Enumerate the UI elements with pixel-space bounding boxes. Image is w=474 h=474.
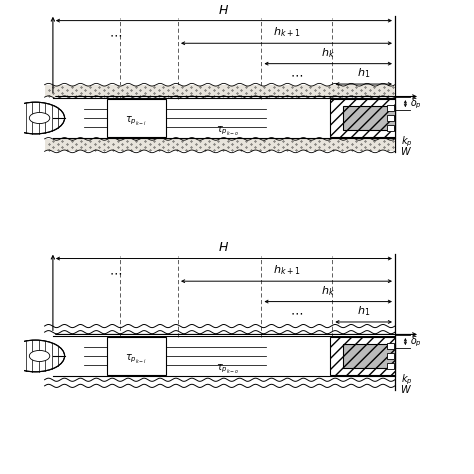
Text: $\delta_p$: $\delta_p$ <box>410 334 422 349</box>
Text: $\tau_{p_{k-o}}$: $\tau_{p_{k-o}}$ <box>216 124 240 137</box>
Bar <box>387 115 394 121</box>
Text: $\cdots$: $\cdots$ <box>291 69 303 82</box>
Text: $\tau_{p_{k-o}}$: $\tau_{p_{k-o}}$ <box>216 362 240 375</box>
Bar <box>330 99 395 137</box>
Bar <box>45 139 395 151</box>
Circle shape <box>29 112 50 124</box>
Text: $h_1$: $h_1$ <box>357 66 370 80</box>
Bar <box>330 337 395 375</box>
Text: $H$: $H$ <box>219 241 229 255</box>
Text: $\cdots$: $\cdots$ <box>291 307 303 319</box>
Text: $h_k$: $h_k$ <box>321 46 335 60</box>
Text: $H$: $H$ <box>219 3 229 17</box>
Bar <box>343 344 395 368</box>
Text: $k_p$: $k_p$ <box>401 373 413 387</box>
Text: $k_p$: $k_p$ <box>401 135 413 149</box>
Text: $h_{k+1}$: $h_{k+1}$ <box>273 264 300 277</box>
Bar <box>387 363 394 369</box>
Text: $\tau_{p_{k-i}}$: $\tau_{p_{k-i}}$ <box>125 114 147 127</box>
Text: $W$: $W$ <box>400 145 412 157</box>
Bar <box>343 106 395 130</box>
Text: $\tau_{p_{k-i}}$: $\tau_{p_{k-i}}$ <box>125 352 147 365</box>
Circle shape <box>6 102 64 134</box>
Circle shape <box>29 350 50 362</box>
Bar <box>387 343 394 349</box>
Bar <box>45 85 395 97</box>
Text: $\cdots$: $\cdots$ <box>109 28 122 41</box>
Bar <box>107 337 165 375</box>
Bar <box>387 105 394 111</box>
Text: $\delta_p$: $\delta_p$ <box>410 96 422 111</box>
Bar <box>387 353 394 359</box>
Bar <box>387 125 394 131</box>
Text: $h_1$: $h_1$ <box>357 304 370 318</box>
Circle shape <box>6 340 64 372</box>
Text: $h_k$: $h_k$ <box>321 284 335 298</box>
Text: $h_{k+1}$: $h_{k+1}$ <box>273 26 300 39</box>
Bar <box>107 99 165 137</box>
Text: $\cdots$: $\cdots$ <box>109 266 122 279</box>
Text: $W$: $W$ <box>400 383 412 395</box>
